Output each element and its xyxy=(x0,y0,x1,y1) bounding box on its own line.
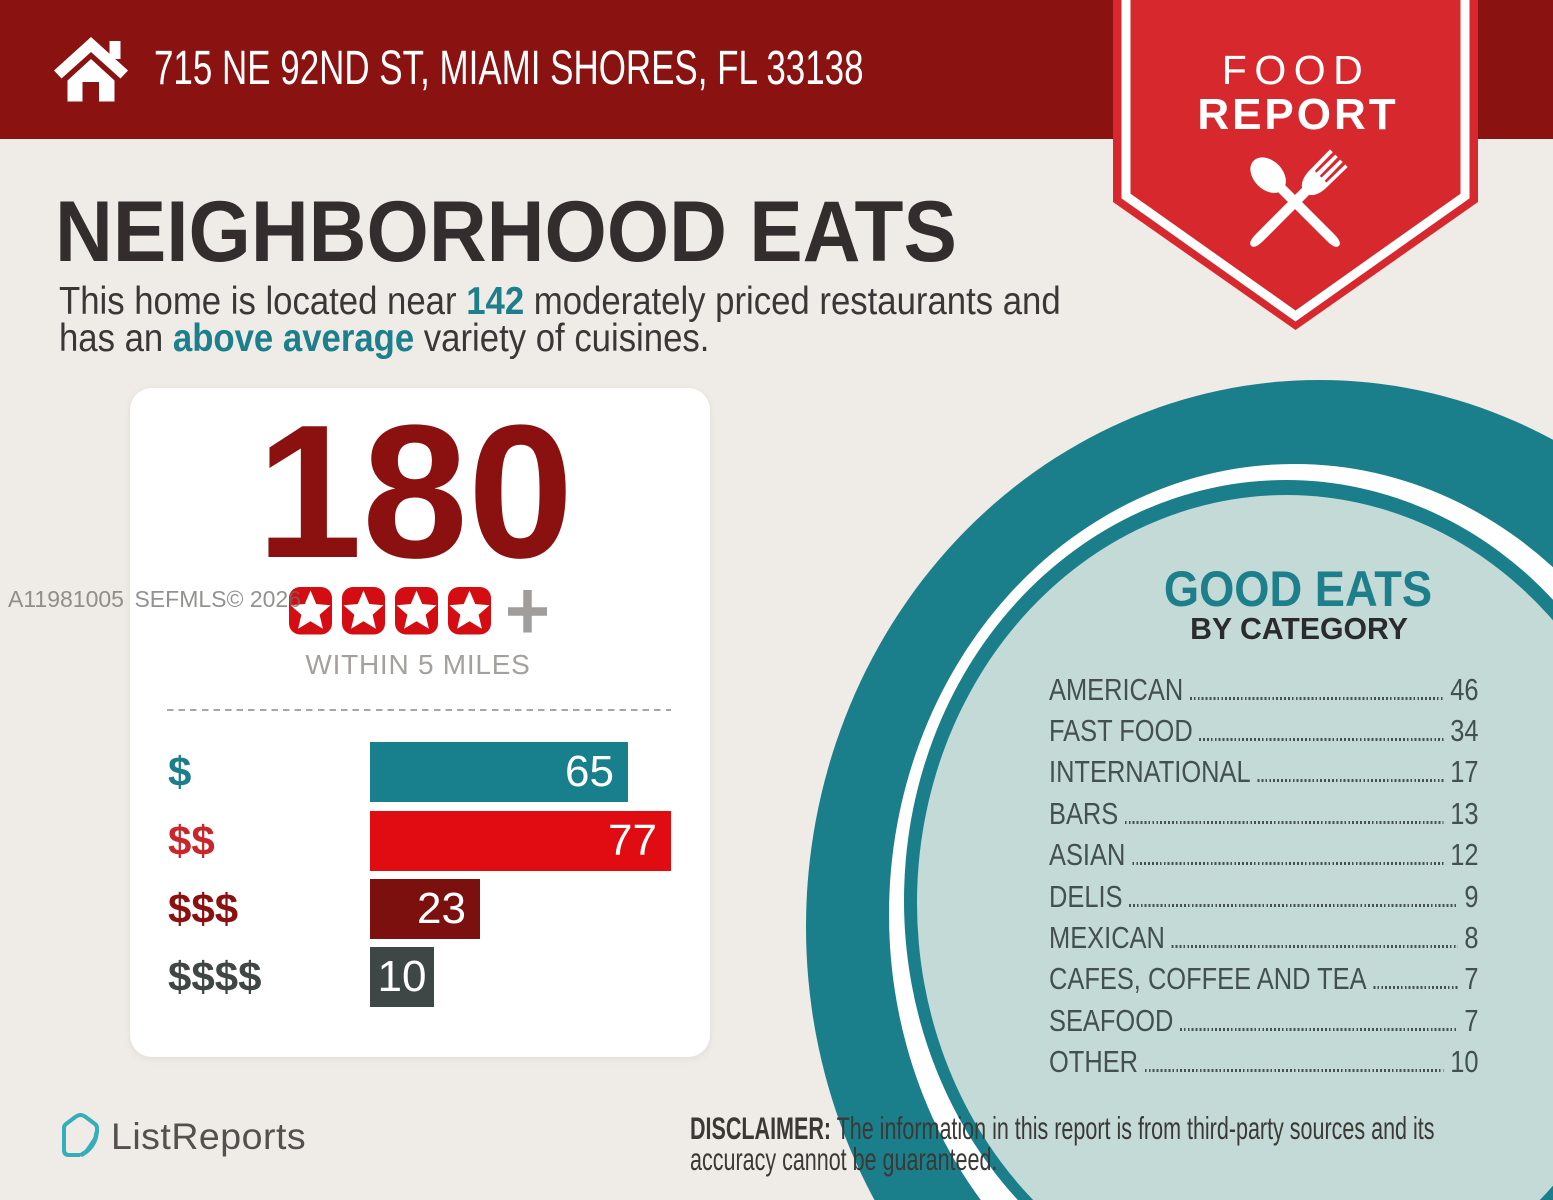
svg-text:REPORT: REPORT xyxy=(1197,90,1398,139)
svg-text:FOOD: FOOD xyxy=(1222,47,1370,93)
